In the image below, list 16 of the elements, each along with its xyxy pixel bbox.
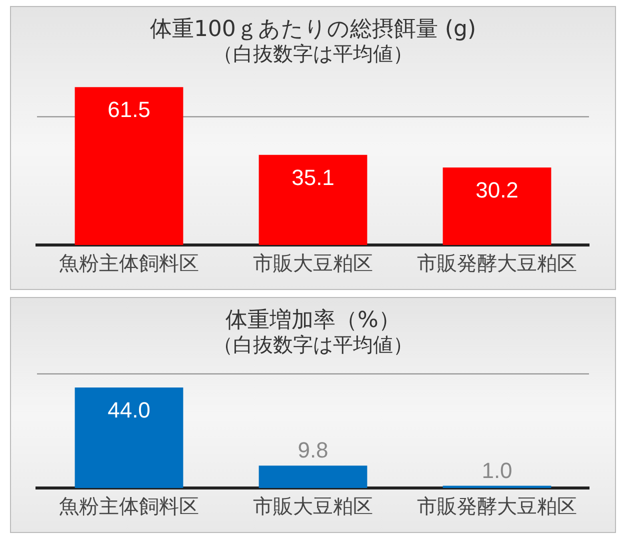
x-tick-label: 市販大豆粕区 — [253, 251, 373, 276]
data-label: 61.5 — [108, 97, 150, 122]
chart-title: 体重100ｇあたりの総摂餌量 (g) — [150, 16, 476, 42]
x-tick-label: 魚粉主体飼料区 — [59, 494, 199, 518]
x-tick-label: 市販発酵大豆粕区 — [417, 494, 577, 518]
chart-subtitle: （白抜数字は平均値） — [213, 42, 413, 66]
data-label: 30.2 — [476, 178, 518, 203]
data-label: 1.0 — [482, 458, 512, 483]
chart-subtitle: （白抜数字は平均値） — [213, 332, 413, 357]
data-label: 44.0 — [108, 398, 150, 423]
chart-title: 体重増加率（%） — [226, 308, 400, 333]
x-tick-label: 市販大豆粕区 — [253, 494, 373, 518]
x-tick-label: 魚粉主体飼料区 — [59, 251, 199, 276]
x-tick-label: 市販発酵大豆粕区 — [417, 251, 577, 276]
data-label: 9.8 — [298, 438, 328, 463]
data-label: 35.1 — [292, 164, 334, 190]
